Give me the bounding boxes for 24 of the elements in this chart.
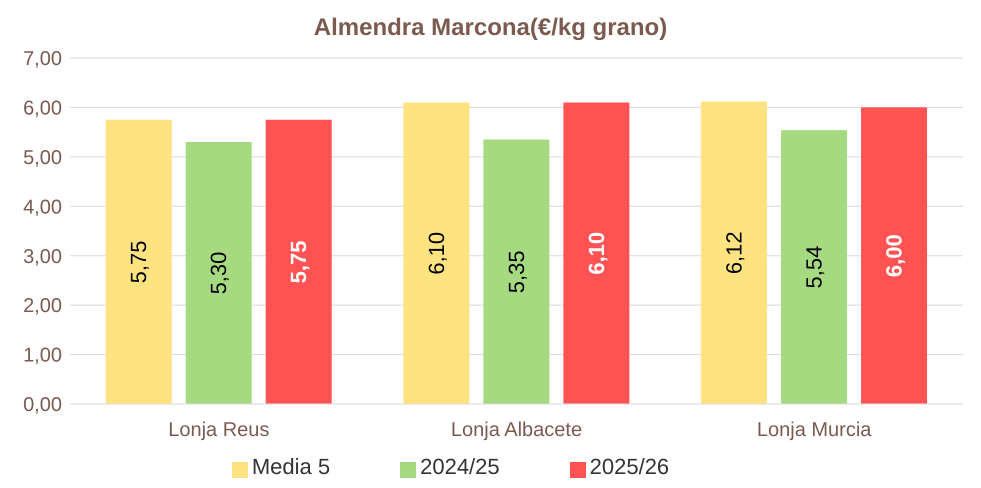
x-tick-label: Lonja Albacete (450, 419, 582, 442)
data-label: 5,75 (286, 240, 312, 284)
data-label: 6,00 (882, 234, 907, 278)
data-label: 5,75 (126, 240, 152, 284)
y-tick-label: 7,00 (23, 48, 62, 70)
y-tick-label: 6,00 (23, 98, 62, 120)
chart-title: Almendra Marcona(€/kg grano) (312, 13, 668, 43)
y-tick-label: 4,00 (23, 196, 62, 218)
y-tick-label: 3,00 (23, 246, 62, 268)
data-label: 6,10 (424, 232, 449, 275)
legend-label: 2024/25 (420, 454, 500, 479)
y-tick-label: 0,00 (23, 394, 62, 416)
data-label: 6,12 (722, 231, 747, 274)
data-label: 5,30 (206, 252, 232, 294)
legend-label: Media 5 (252, 454, 330, 479)
y-tick-label: 5,00 (23, 146, 62, 169)
x-tick-label: Lonja Murcia (756, 419, 872, 442)
y-tick-label: 2,00 (23, 295, 62, 318)
x-tick-label: Lonja Reus (168, 419, 270, 442)
data-label: 6,10 (584, 232, 609, 275)
y-tick-label: 1,00 (23, 344, 62, 367)
legend-label: 2025/26 (590, 454, 670, 479)
data-label: 5,35 (504, 250, 529, 294)
data-label: 5,54 (802, 246, 827, 288)
